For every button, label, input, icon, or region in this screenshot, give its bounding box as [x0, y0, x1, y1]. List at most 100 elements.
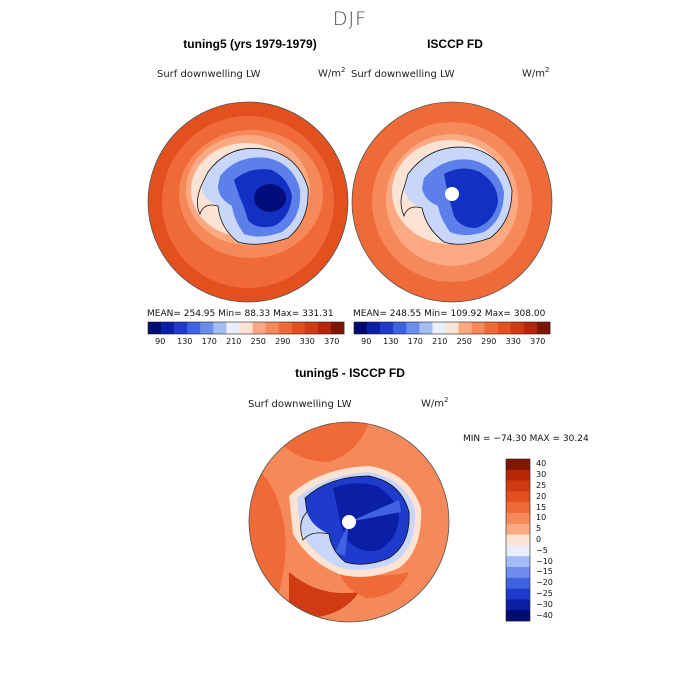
obs-variable-label: Surf downwelling LW — [351, 69, 455, 80]
obs-colorbar-swatch — [367, 322, 381, 334]
diff-colorbar-ticks: 40 30 25 20 15 10 5 0 −5 −10 −15 −20 −25 −30 −40 — [536, 459, 576, 621]
obs-colorbar-tick-label: 330 — [505, 337, 521, 346]
obs-colorbar-swatch — [393, 322, 407, 334]
obs-units-label: W/m2 — [522, 66, 550, 80]
diff-colorbar-tick-label: −40 — [536, 610, 553, 620]
obs-colorbar-swatch — [380, 322, 394, 334]
model-colorbar-swatch — [239, 322, 253, 334]
diff-colorbar-swatch — [506, 491, 530, 503]
model-colorbar-swatch — [213, 322, 227, 334]
diff-colorbar-tick-label: −5 — [536, 545, 548, 555]
diff-colorbar-tick-label: −30 — [536, 599, 553, 609]
diff-colorbar-tick-label: 40 — [536, 459, 547, 469]
diff-map — [248, 421, 450, 623]
diff-colorbar-tick-label: 5 — [536, 524, 542, 534]
diff-colorbar-swatch — [506, 577, 530, 589]
diff-colorbar-tick-label: 10 — [536, 513, 547, 523]
model-units-label: W/m2 — [318, 66, 346, 80]
model-colorbar-border — [147, 321, 345, 335]
diff-colorbar-tick-label: 30 — [536, 470, 547, 480]
diff-stats: MIN = −74.30 MAX = 30.24 — [463, 434, 589, 444]
diff-colorbar-swatch — [506, 588, 530, 600]
obs-coastline — [400, 146, 513, 245]
model-colorbar — [147, 321, 345, 335]
obs-colorbar-swatch — [523, 322, 538, 334]
obs-colorbar-tick-label: 370 — [530, 337, 546, 346]
diff-colorbar-swatch — [506, 610, 530, 622]
model-colorbar-tick-label: 290 — [275, 337, 291, 346]
model-map — [147, 101, 349, 303]
model-colorbar-tick-label: 130 — [177, 337, 193, 346]
model-colorbar-tick-label: 90 — [155, 337, 166, 346]
diff-cold-streak-2 — [335, 522, 349, 556]
model-colorbar-tick-label: 370 — [324, 337, 340, 346]
obs-colorbar-swatch — [432, 322, 446, 334]
model-colorbar-tick-label: 210 — [226, 337, 242, 346]
obs-colorbar-tick-label: 90 — [361, 337, 372, 346]
obs-colorbar-swatch — [484, 322, 499, 334]
diff-colorbar-tick-label: −15 — [536, 567, 553, 577]
diff-colorbar-tick-label: 25 — [536, 481, 547, 490]
obs-colorbar — [353, 321, 551, 335]
obs-colorbar-swatch — [354, 322, 368, 334]
obs-colorbar-swatch — [406, 322, 420, 334]
obs-colorbar-swatch — [471, 322, 485, 334]
diff-colorbar-border — [505, 458, 531, 622]
obs-pole-hole — [445, 187, 459, 201]
diff-variable-label: Surf downwelling LW — [248, 399, 352, 410]
model-colorbar-tick-label: 330 — [299, 337, 315, 346]
diff-colorbar-swatch — [506, 556, 530, 568]
model-colorbar-swatch — [187, 322, 201, 334]
model-colorbar-swatch — [291, 322, 306, 334]
obs-colorbar-swatch — [536, 322, 551, 334]
model-colorbar-swatch — [200, 322, 214, 334]
model-colorbar-swatch — [161, 322, 175, 334]
diff-pole-hole — [342, 515, 356, 529]
diff-units-label: W/m2 — [421, 396, 449, 410]
obs-antarctica-inner — [444, 168, 498, 228]
model-colorbar-swatch — [265, 322, 279, 334]
obs-stats: MEAN= 248.55 Min= 109.92 Max= 308.00 — [353, 309, 546, 319]
diff-colorbar-swatch — [506, 523, 530, 535]
diff-colorbar-tick-label: −25 — [536, 589, 553, 598]
model-colorbar-tick-label: 170 — [201, 337, 217, 346]
diff-colorbar-swatch — [506, 480, 530, 492]
obs-colorbar-swatch — [445, 322, 459, 334]
diff-colorbar-swatch — [506, 513, 530, 525]
diff-colorbar-swatch — [506, 534, 530, 546]
obs-panel-title: ISCCP FD — [427, 37, 483, 51]
obs-colorbar-tick-label: 250 — [456, 337, 472, 346]
diff-colorbar-swatch — [506, 545, 530, 557]
model-colorbar-ticks: 90 130 170 210 250 290 330 370 — [148, 337, 344, 349]
obs-colorbar-tick-label: 210 — [432, 337, 448, 346]
model-coastline — [197, 147, 309, 245]
obs-colorbar-border — [353, 321, 551, 335]
model-colorbar-swatch — [174, 322, 188, 334]
diff-colorbar-tick-label: 20 — [536, 491, 547, 501]
obs-colorbar-tick-label: 170 — [407, 337, 423, 346]
diff-colorbar-swatch — [506, 567, 530, 579]
model-antarctica-core — [254, 184, 286, 212]
diff-warm-southwest — [289, 572, 359, 619]
model-colorbar-swatch — [317, 322, 332, 334]
diff-colorbar — [505, 458, 531, 622]
obs-colorbar-tick-label: 130 — [383, 337, 399, 346]
diff-colorbar-swatch — [506, 599, 530, 611]
model-colorbar-swatch — [252, 322, 266, 334]
figure-title: DJF — [332, 8, 368, 30]
obs-colorbar-swatch — [458, 322, 472, 334]
diff-cold-streak — [349, 500, 401, 522]
model-colorbar-swatch — [304, 322, 319, 334]
model-variable-label: Surf downwelling LW — [157, 69, 261, 80]
model-colorbar-swatch — [278, 322, 293, 334]
model-stats: MEAN= 254.95 Min= 88.33 Max= 331.31 — [147, 309, 334, 319]
diff-colorbar-tick-label: −20 — [536, 578, 553, 588]
model-colorbar-swatch — [226, 322, 240, 334]
diff-colorbar-swatch — [506, 469, 530, 481]
model-colorbar-swatch — [148, 322, 162, 334]
model-colorbar-tick-label: 250 — [250, 337, 266, 346]
diff-colorbar-tick-label: 15 — [536, 502, 547, 512]
obs-colorbar-swatch — [419, 322, 433, 334]
obs-colorbar-ticks: 90 130 170 210 250 290 330 370 — [354, 337, 550, 349]
diff-colorbar-tick-label: 0 — [536, 535, 542, 544]
